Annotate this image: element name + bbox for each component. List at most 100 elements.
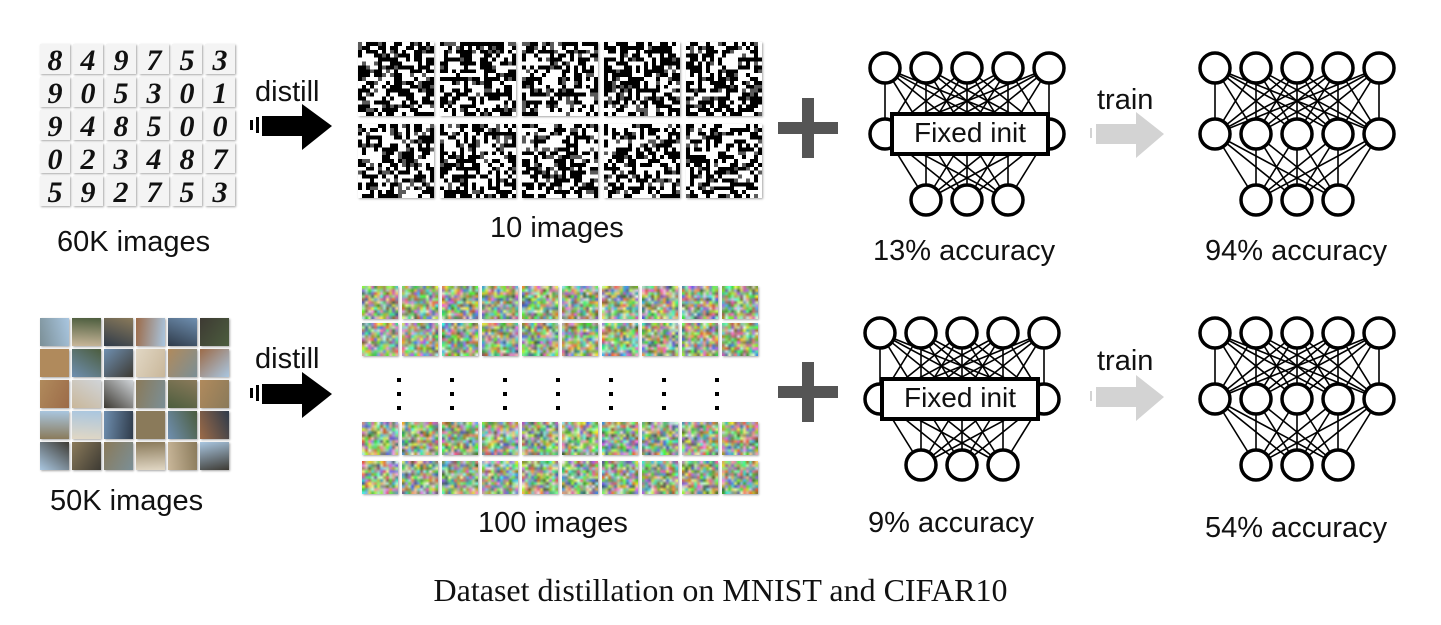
cifar-sample-image — [40, 349, 69, 377]
mnist-digit-tile: 2 — [73, 143, 103, 176]
cifar-distilled-image — [362, 323, 398, 356]
cifar-sample-image — [40, 318, 69, 346]
network-node — [1032, 51, 1066, 85]
mnist-distilled-image — [686, 42, 762, 116]
cifar-sample-image — [40, 380, 69, 408]
network-node — [1280, 448, 1314, 482]
network-node — [1362, 382, 1396, 416]
network-edge — [1296, 133, 1380, 201]
network-node — [1321, 382, 1355, 416]
cifar-distilled-image — [482, 422, 518, 455]
network-edge — [1255, 398, 1380, 466]
figure-caption: Dataset distillation on MNIST and CIFAR1… — [433, 572, 1008, 608]
cifar-sample-image — [136, 411, 165, 439]
network-node — [1239, 448, 1273, 482]
cifar-sample-image — [200, 442, 229, 470]
mnist-digit-tile: 9 — [40, 110, 70, 143]
network-edge — [1255, 133, 1380, 201]
network-edge — [1214, 67, 1298, 135]
network-node — [1280, 316, 1314, 350]
cifar-distilled-bottom-grid — [362, 422, 762, 496]
network-node — [1321, 183, 1355, 217]
cifar-sample-image — [72, 411, 101, 439]
network-node — [1321, 448, 1355, 482]
cifar-distilled-label: 100 images — [478, 507, 628, 539]
cifar-distilled-image — [642, 286, 678, 319]
network-node — [950, 183, 984, 217]
network-node — [1280, 382, 1314, 416]
mnist-distilled-image — [604, 42, 680, 116]
cifar-distilled-image — [522, 286, 558, 319]
network-edge — [1214, 332, 1339, 400]
mnist-train-arrow — [1090, 112, 1164, 158]
cifar-sample-image — [72, 318, 101, 346]
mnist-digit-tile: 0 — [205, 110, 235, 143]
mnist-digit-tile: 0 — [172, 110, 202, 143]
cifar-distilled-image — [562, 286, 598, 319]
mnist-digit-tile: 9 — [106, 44, 136, 77]
cifar-sample-image — [200, 318, 229, 346]
cifar-distilled-image — [602, 323, 638, 356]
mnist-init-accuracy: 13% accuracy — [873, 235, 1056, 267]
cifar-trained-network — [1198, 316, 1396, 482]
network-node — [1239, 51, 1273, 85]
network-node — [945, 316, 979, 350]
network-node — [1198, 382, 1232, 416]
cifar-distilled-image — [562, 461, 598, 494]
mnist-digit-tile: 5 — [106, 77, 136, 110]
mnist-digit-tile: 9 — [73, 176, 103, 209]
cifar-sample-image — [168, 318, 197, 346]
network-node — [991, 51, 1025, 85]
cifar-distilled-image — [402, 461, 438, 494]
cifar-distilled-image — [402, 422, 438, 455]
network-node — [1239, 117, 1273, 151]
cifar-distilled-image — [682, 286, 718, 319]
network-edge — [1296, 398, 1380, 466]
network-edge — [1214, 332, 1380, 400]
network-edge — [1214, 67, 1380, 135]
network-node — [1280, 183, 1314, 217]
mnist-source-label: 60K images — [57, 226, 211, 258]
mnist-distill-arrow — [250, 104, 332, 150]
cifar-distilled-image — [482, 461, 518, 494]
cifar-distilled-image — [482, 286, 518, 319]
cifar-sample-image — [200, 349, 229, 377]
mnist-digit-tile: 3 — [139, 77, 169, 110]
mnist-distilled-image — [522, 42, 598, 116]
cifar-distilled-image — [522, 461, 558, 494]
mnist-digit-tile: 5 — [40, 176, 70, 209]
mnist-plus-icon — [778, 98, 838, 158]
cifar-distilled-image — [682, 323, 718, 356]
network-edge — [1296, 67, 1380, 135]
mnist-digit-tile: 8 — [40, 44, 70, 77]
cifar-distill-arrow — [250, 372, 332, 418]
network-node — [863, 316, 897, 350]
network-edge — [1255, 332, 1380, 400]
network-node — [950, 51, 984, 85]
cifar-sample-image — [104, 411, 133, 439]
cifar-distilled-image — [722, 422, 758, 455]
cifar-distilled-image — [402, 323, 438, 356]
network-edge — [1214, 67, 1339, 135]
mnist-distilled-label: 10 images — [490, 212, 624, 244]
mnist-distilled-image — [440, 42, 516, 116]
cifar-distilled-image — [482, 323, 518, 356]
network-edge — [1255, 67, 1380, 135]
cifar-distilled-image — [402, 286, 438, 319]
mnist-digit-tile: 4 — [139, 143, 169, 176]
mnist-distilled-image — [358, 124, 434, 198]
mnist-distilled-image — [522, 124, 598, 198]
mnist-digit-tile: 7 — [205, 143, 235, 176]
cifar-sample-image — [168, 411, 197, 439]
cifar-init-accuracy: 9% accuracy — [868, 507, 1035, 539]
cifar-sample-image — [168, 442, 197, 470]
cifar-distilled-top-grid — [362, 286, 762, 358]
mnist-trained-accuracy: 94% accuracy — [1205, 235, 1388, 267]
network-node — [909, 183, 943, 217]
cifar-sample-image — [72, 442, 101, 470]
cifar-sample-image — [104, 442, 133, 470]
mnist-digit-tile: 9 — [40, 77, 70, 110]
network-node — [1198, 316, 1232, 350]
cifar-distilled-image — [642, 323, 678, 356]
